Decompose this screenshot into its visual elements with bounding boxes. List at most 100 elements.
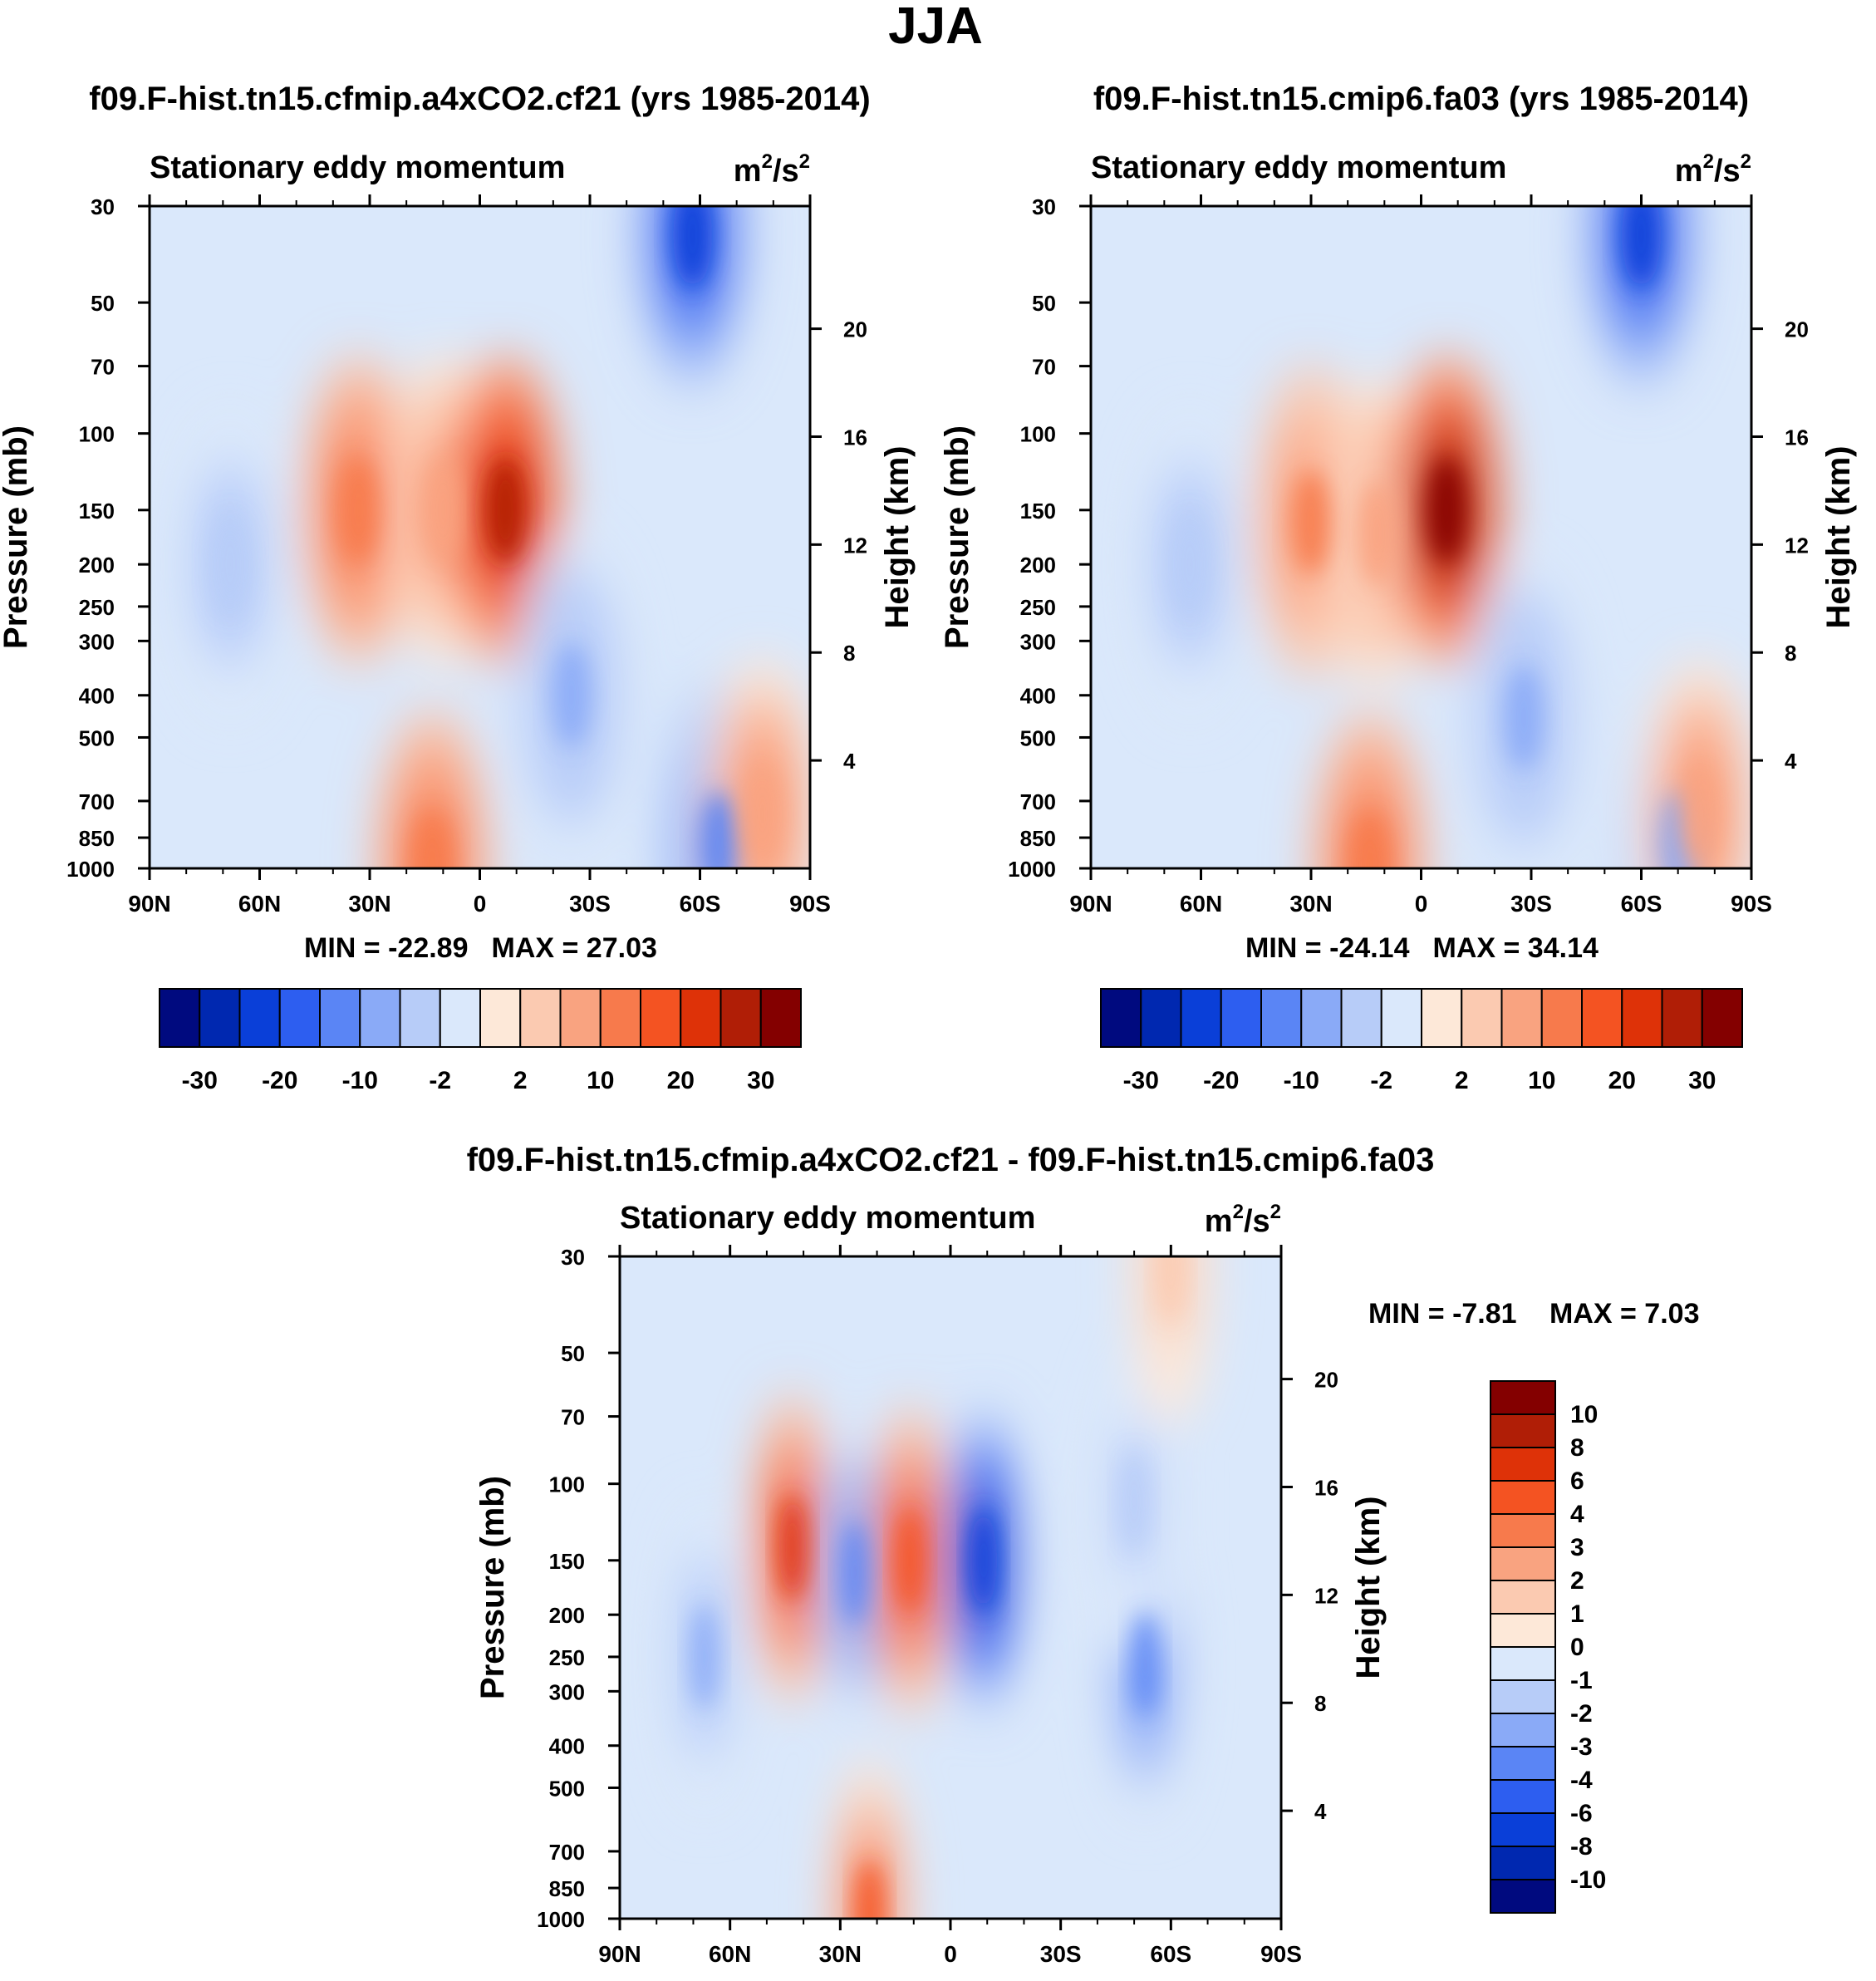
y2-tick-label: 4 (843, 749, 856, 774)
y-tick-label: 850 (1020, 826, 1056, 851)
y2-tick-label: 12 (1785, 533, 1809, 558)
colorbar-box (1490, 1613, 1556, 1648)
x-tick-label: 90S (789, 891, 831, 917)
y2-tick-label: 8 (1785, 641, 1796, 666)
contour-blob (423, 457, 463, 563)
contour-blob (339, 457, 379, 563)
colorbar-box (1340, 988, 1382, 1048)
colorbar-label: 4 (1570, 1501, 1584, 1528)
y-tick-label: 70 (561, 1405, 585, 1430)
y-tick-label: 70 (91, 355, 115, 380)
colorbar-label: 2 (513, 1067, 528, 1094)
contour-blob (896, 1507, 924, 1614)
colorbar-label: -2 (1370, 1067, 1392, 1094)
colorbar-box (1540, 988, 1583, 1048)
colorbar-label: -30 (182, 1067, 218, 1094)
colorbar-label: -10 (342, 1067, 378, 1094)
colorbar-box (680, 988, 722, 1048)
y-tick-label: 70 (1032, 355, 1056, 380)
x-tick-label: 90N (1069, 891, 1112, 917)
colorbar-box (1490, 1447, 1556, 1482)
x-tick-label: 60S (1150, 1941, 1191, 1967)
y-axis-label: Pressure (mb) (0, 425, 34, 649)
colorbar: -30 -20 -10 -2 2 10 20 30 (159, 988, 802, 1094)
colorbar-box (759, 988, 802, 1048)
y-tick-label: 400 (549, 1734, 585, 1759)
colorbar-box (319, 988, 361, 1048)
y2-tick-label: 20 (1314, 1368, 1338, 1393)
y-tick-label: 150 (1020, 499, 1056, 524)
panel-subtitle: Stationary eddy momentum (620, 1201, 1035, 1236)
contour-blob (1350, 813, 1389, 868)
colorbar-label: 30 (1688, 1067, 1716, 1094)
colorbar-box (1490, 1546, 1556, 1581)
x-tick-label: 60N (709, 1941, 751, 1967)
y-tick-label: 300 (79, 629, 115, 654)
units-sup: 2 (799, 150, 810, 173)
contour-blob (1427, 457, 1466, 563)
y-tick-label: 700 (1020, 789, 1056, 814)
colorbar-box (359, 988, 401, 1048)
units-base: m (1675, 154, 1703, 189)
colorbar-label: 10 (1570, 1401, 1598, 1428)
panel-title: f09.F-hist.tn15.cfmip.a4xCO2.cf21 - f09.… (467, 1142, 1435, 1178)
colorbar-box (1490, 1879, 1556, 1914)
max-label: MAX = 7.03 (1549, 1298, 1699, 1330)
colorbar-label: 3 (1570, 1534, 1584, 1561)
colorbar-box (439, 988, 481, 1048)
y-tick-label: 200 (549, 1603, 585, 1628)
x-tick-label: 0 (1415, 891, 1428, 917)
x-tick-label: 0 (474, 891, 487, 917)
y-tick-label: 1000 (537, 1907, 585, 1932)
y-tick-label: 700 (79, 789, 115, 814)
y-tick-label: 50 (91, 291, 115, 316)
contour-blob (1504, 665, 1544, 770)
y-tick-label: 100 (79, 422, 115, 447)
contour-blob (1157, 1256, 1185, 1321)
x-tick-label: 30S (569, 891, 611, 917)
colorbar-label: -10 (1284, 1067, 1319, 1094)
x-tick-label: 60N (238, 891, 281, 917)
y-tick-label: 100 (1020, 422, 1056, 447)
colorbar-box (278, 988, 321, 1048)
colorbar-label: 10 (587, 1067, 614, 1094)
contour-field (150, 206, 810, 868)
colorbar-label: 2 (1570, 1567, 1584, 1595)
contour-blob (486, 457, 525, 563)
x-tick-label: 0 (944, 1941, 957, 1967)
colorbar-label: 6 (1570, 1467, 1584, 1495)
colorbar-box (1140, 988, 1182, 1048)
y-tick-label: 150 (549, 1549, 585, 1574)
x-tick-label: 30S (1040, 1941, 1082, 1967)
units-sup: 2 (1741, 150, 1751, 173)
colorbar-box (1490, 1779, 1556, 1814)
y-axis-label: Pressure (mb) (474, 1476, 511, 1699)
colorbar-box (1500, 988, 1543, 1048)
colorbar-box (1100, 988, 1142, 1048)
colorbar-box (1490, 1513, 1556, 1548)
y-tick-label: 30 (91, 194, 115, 219)
colorbar-box (1300, 988, 1343, 1048)
colorbar-label: -1 (1570, 1667, 1593, 1694)
contour-blob (412, 812, 452, 868)
contour-blob (970, 1507, 998, 1614)
panel-subtitle: Stationary eddy momentum (150, 150, 565, 185)
y2-tick-label: 16 (843, 425, 867, 450)
contour-blob (1120, 1448, 1148, 1555)
colorbar-label: 1 (1570, 1600, 1584, 1628)
colorbar-box (1490, 1646, 1556, 1681)
colorbar-box (1581, 988, 1623, 1048)
colorbar-box (1490, 1580, 1556, 1615)
colorbar-box (1490, 1846, 1556, 1880)
x-tick-label: 90S (1731, 891, 1772, 917)
colorbar-box (1701, 988, 1743, 1048)
units-mid: /s (1244, 1204, 1270, 1239)
colorbar-box (1490, 1746, 1556, 1781)
units-label: m2/s2 (734, 150, 810, 189)
x-tick-label: 30S (1510, 891, 1552, 917)
colorbar-box (519, 988, 562, 1048)
colorbar-box (479, 988, 522, 1048)
y-tick-label: 850 (79, 826, 115, 851)
y2-tick-label: 4 (1785, 749, 1797, 774)
